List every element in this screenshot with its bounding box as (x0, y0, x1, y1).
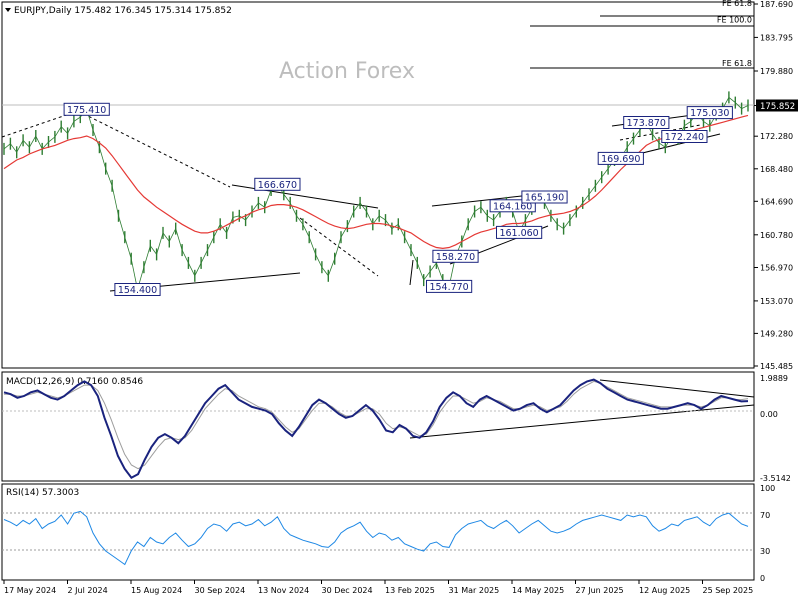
fe-label: FE 61.8 (722, 0, 752, 8)
macd-panel-frame (1, 371, 755, 482)
rsi-y-tick-label: 0 (760, 574, 765, 583)
rsi-line (3, 510, 749, 566)
x-tick-label: 13 Nov 2024 (258, 586, 309, 595)
price-annotation-label: 165.190 (525, 193, 564, 204)
symbol-dropdown-icon[interactable] (5, 8, 11, 12)
price-annotation-label: 164.160 (493, 201, 532, 212)
x-tick-label: 30 Sep 2024 (195, 586, 246, 595)
x-tick-label: 13 Feb 2025 (385, 586, 435, 595)
price-annotation-label: 175.030 (690, 108, 729, 119)
price-annotation-label: 166.670 (258, 180, 297, 191)
price-y-tick-label: 183.795 (760, 33, 793, 42)
price-annotation-box (254, 177, 301, 191)
price-y-tick-label: 164.690 (760, 197, 793, 206)
price-annotation-label: 172.240 (665, 132, 704, 143)
x-tick-label: 17 May 2024 (4, 586, 56, 595)
price-annotation-box (496, 225, 543, 239)
price-annotation-box (63, 102, 110, 116)
x-tick-label: 30 Dec 2024 (322, 586, 373, 595)
moving-average-line (3, 114, 749, 250)
price-annotation-label: 175.410 (67, 105, 106, 116)
price-y-tick-label: 149.280 (760, 329, 793, 338)
x-tick-label: 31 Mar 2025 (449, 586, 500, 595)
dashed-downtrend-2 (299, 217, 379, 277)
price-annotation-box (686, 106, 733, 120)
macd-signal-line (4, 380, 749, 470)
price-annotation-box (623, 116, 670, 129)
current-price-label: 175.852 (760, 102, 795, 112)
x-tick-label: 14 May 2025 (512, 586, 564, 595)
watermark: Action Forex (279, 59, 415, 84)
price-y-tick-label: 160.780 (760, 231, 793, 240)
price-y-tick-label: 187.690 (760, 0, 793, 9)
price-annotation-box (661, 130, 708, 143)
price-annotation-box (114, 283, 161, 296)
trendline-support-2 (409, 259, 414, 286)
price-annotation-box (432, 249, 479, 263)
price-annotation-label: 161.060 (499, 228, 538, 239)
macd-trendline-upper (599, 379, 755, 398)
macd-title: MACD(12,26,9) 0.7160 0.8546 (6, 377, 143, 387)
price-y-tick-label: 172.280 (760, 132, 793, 141)
price-y-tick-label: 153.070 (760, 297, 793, 306)
rsi-title: RSI(14) 57.3003 (6, 488, 79, 498)
price-annotation-box (426, 279, 473, 293)
price-annotation-box (597, 151, 644, 165)
price-annotation-label: 173.870 (627, 118, 666, 129)
fe-label: FE 61.8 (722, 59, 752, 68)
rsi-panel-frame (1, 483, 755, 581)
macd-trendline-lower (409, 404, 755, 439)
price-annotation-label: 154.400 (118, 285, 157, 296)
macd-y-tick-label: -3.5142 (760, 474, 791, 483)
x-tick-label: 15 Aug 2024 (131, 586, 182, 595)
rsi-y-tick-label: 100 (760, 484, 775, 493)
price-annotation-label: 169.690 (601, 154, 640, 165)
price-panel-frame (1, 1, 755, 369)
macd-y-tick-label: 0.00 (760, 410, 778, 419)
price-y-tick-label: 179.880 (760, 67, 793, 76)
macd-line (3, 378, 749, 479)
price-annotation-label: 158.270 (436, 252, 475, 263)
x-tick-label: 27 Jun 2025 (576, 586, 624, 595)
current-price-badge (756, 99, 798, 112)
x-tick-label: 25 Sep 2025 (703, 586, 754, 595)
rsi-y-tick-label: 30 (760, 547, 770, 556)
rsi-y-tick-label: 70 (760, 511, 770, 520)
dashed-downtrend (77, 110, 231, 188)
macd-y-tick-label: 1.9889 (760, 374, 788, 383)
price-y-tick-label: 168.480 (760, 165, 793, 174)
price-y-tick-label: 156.970 (760, 264, 793, 273)
x-tick-label: 12 Aug 2025 (639, 586, 690, 595)
fe-label: FE 100.0 (717, 16, 752, 25)
x-tick-label: 2 Jul 2024 (68, 586, 108, 595)
price-annotation-label: 154.770 (429, 282, 468, 293)
price-annotation-box (521, 190, 568, 204)
symbol-header: EURJPY,Daily 175.482 176.345 175.314 175… (14, 6, 232, 16)
price-y-tick-label: 145.485 (760, 362, 793, 371)
